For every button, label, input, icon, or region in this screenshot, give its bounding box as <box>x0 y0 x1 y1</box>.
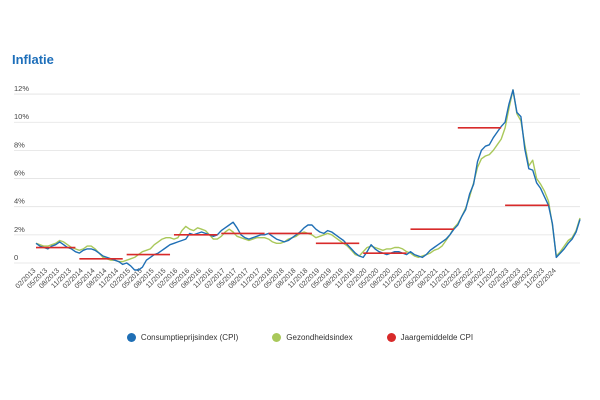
y-tick-label: 6% <box>14 169 25 178</box>
y-tick-label: 0 <box>14 253 18 262</box>
chart-title: Inflatie <box>12 52 54 67</box>
x-axis-ticks: 02/201305/201308/201311/201302/201405/20… <box>15 267 558 290</box>
legend-swatch-annual-cpi <box>386 333 396 342</box>
annual-average-lines <box>36 127 549 260</box>
health-index-line <box>35 89 581 263</box>
chart-legend: Consumptieprijsindex (CPI) Gezondheidsin… <box>0 333 600 342</box>
legend-label-cpi: Consumptieprijsindex (CPI) <box>140 333 239 342</box>
legend-item-annual-cpi[interactable]: Jaargemiddelde CPI <box>386 333 474 342</box>
inflation-line-chart: 0 2% 4% 6% 8% 10% 12% 02/201305/201308/201311/… <box>14 84 581 290</box>
y-tick-label: 12% <box>14 84 29 93</box>
legend-label-annual-cpi: Jaargemiddelde CPI <box>400 333 474 342</box>
series-lines <box>35 89 581 271</box>
legend-swatch-health-index <box>272 333 282 342</box>
legend-item-cpi[interactable]: Consumptieprijsindex (CPI) <box>126 333 239 342</box>
y-tick-label: 4% <box>14 197 25 206</box>
y-axis-ticks: 0 2% 4% 6% 8% 10% 12% <box>14 84 29 262</box>
grid-lines <box>14 93 580 264</box>
y-tick-label: 10% <box>14 112 29 121</box>
y-tick-label: 8% <box>14 140 25 149</box>
legend-swatch-cpi <box>126 333 136 342</box>
y-tick-label: 2% <box>14 225 25 234</box>
legend-label-health-index: Gezondheidsindex <box>286 333 353 342</box>
cpi-line <box>35 89 581 271</box>
legend-item-health-index[interactable]: Gezondheidsindex <box>272 333 353 342</box>
